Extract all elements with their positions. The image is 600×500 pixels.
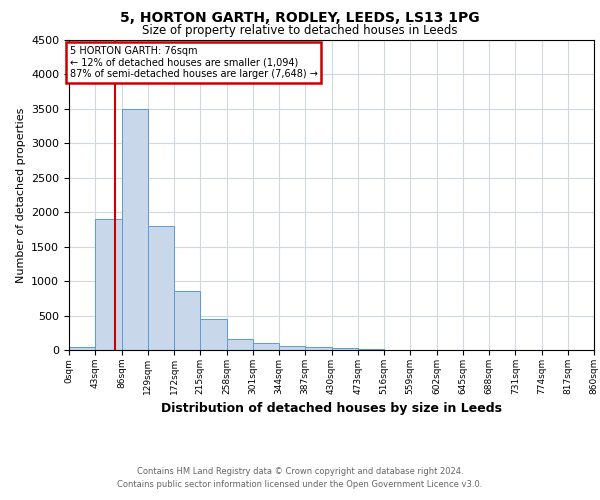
Text: 5, HORTON GARTH, RODLEY, LEEDS, LS13 1PG: 5, HORTON GARTH, RODLEY, LEEDS, LS13 1PG bbox=[120, 11, 480, 25]
Bar bbox=[305, 347, 331, 350]
Text: 5 HORTON GARTH: 76sqm
← 12% of detached houses are smaller (1,094)
87% of semi-d: 5 HORTON GARTH: 76sqm ← 12% of detached … bbox=[70, 46, 317, 78]
Bar bbox=[174, 292, 200, 350]
Bar bbox=[279, 346, 305, 350]
Bar bbox=[69, 346, 95, 350]
X-axis label: Distribution of detached houses by size in Leeds: Distribution of detached houses by size … bbox=[161, 402, 502, 415]
Bar bbox=[331, 348, 358, 350]
Bar bbox=[200, 319, 227, 350]
Y-axis label: Number of detached properties: Number of detached properties bbox=[16, 108, 26, 282]
Bar bbox=[95, 219, 121, 350]
Bar bbox=[253, 343, 279, 350]
Bar bbox=[227, 339, 253, 350]
Bar bbox=[358, 348, 384, 350]
Text: Size of property relative to detached houses in Leeds: Size of property relative to detached ho… bbox=[142, 24, 458, 37]
Text: Contains public sector information licensed under the Open Government Licence v3: Contains public sector information licen… bbox=[118, 480, 482, 489]
Bar bbox=[121, 109, 148, 350]
Bar bbox=[148, 226, 174, 350]
Text: Contains HM Land Registry data © Crown copyright and database right 2024.: Contains HM Land Registry data © Crown c… bbox=[137, 467, 463, 476]
